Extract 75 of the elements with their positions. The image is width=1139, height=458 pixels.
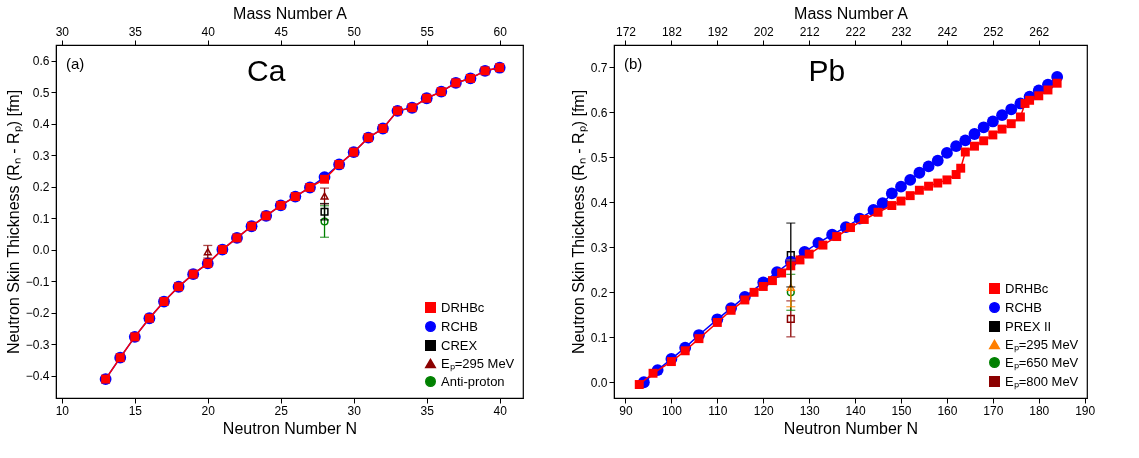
y-tick-label: −0.1 bbox=[25, 274, 50, 289]
legend-label: RCHB bbox=[1005, 299, 1042, 315]
x2-tick-label: 50 bbox=[347, 24, 362, 39]
x-tick-label: 20 bbox=[201, 403, 216, 418]
x2-tick-label: 262 bbox=[1029, 24, 1050, 39]
x-tick-label: 170 bbox=[983, 403, 1004, 418]
x-tick-label: 35 bbox=[420, 403, 435, 418]
y-tick-label: 0.3 bbox=[32, 148, 50, 163]
x2-tick-label: 222 bbox=[845, 24, 866, 39]
y-tick-label: 0.2 bbox=[590, 285, 608, 300]
y-tick-label: 0.0 bbox=[32, 243, 50, 258]
legend-label: DRHBc bbox=[441, 299, 485, 315]
x-tick-label: 190 bbox=[1075, 403, 1096, 418]
y-axis-title: Neutron Skin Thickness (Rₙ - Rₚ) [fm] bbox=[4, 89, 23, 355]
y-tick-label: 0.3 bbox=[590, 240, 608, 255]
y-tick-label: −0.4 bbox=[25, 369, 50, 384]
chart-title: Pb bbox=[808, 54, 846, 87]
x2-tick-label: 60 bbox=[493, 24, 508, 39]
x-axis-title: Neutron Number N bbox=[222, 419, 358, 437]
x-tick-label: 120 bbox=[753, 403, 775, 418]
x-tick-label: 10 bbox=[55, 403, 70, 418]
x2-tick-label: 55 bbox=[420, 24, 435, 39]
y-tick-label: 0.5 bbox=[590, 150, 608, 165]
x2-tick-label: 35 bbox=[128, 24, 143, 39]
legend-label: Eₚ=295 MeV bbox=[441, 355, 515, 372]
y-tick-label: 0.7 bbox=[590, 60, 608, 75]
y-tick-label: 0.6 bbox=[32, 54, 50, 69]
x-tick-label: 140 bbox=[845, 403, 866, 418]
x-axis-title: Neutron Number N bbox=[783, 419, 919, 437]
x2-axis-title: Mass Number A bbox=[233, 4, 348, 22]
x-tick-label: 100 bbox=[661, 403, 683, 418]
x-tick-label: 180 bbox=[1029, 403, 1050, 418]
legend-label: CREX bbox=[441, 337, 478, 353]
x2-tick-label: 232 bbox=[891, 24, 912, 39]
y-tick-label: 0.6 bbox=[590, 105, 608, 120]
x2-tick-label: 40 bbox=[201, 24, 216, 39]
legend-label: Eₚ=295 MeV bbox=[1005, 336, 1079, 353]
annotation: (a) bbox=[66, 55, 85, 72]
x-tick-label: 90 bbox=[619, 403, 633, 418]
y-axis-title: Neutron Skin Thickness (Rₙ - Rₚ) [fm] bbox=[569, 89, 588, 355]
x2-tick-label: 202 bbox=[753, 24, 775, 39]
x2-tick-label: 30 bbox=[55, 24, 70, 39]
annotation: (b) bbox=[624, 55, 643, 72]
y-tick-label: 0.1 bbox=[590, 330, 608, 345]
legend-label: PREX II bbox=[1005, 318, 1052, 334]
y-tick-label: 0.4 bbox=[590, 195, 608, 210]
x-tick-label: 160 bbox=[937, 403, 958, 418]
x2-tick-label: 252 bbox=[983, 24, 1004, 39]
x-tick-label: 130 bbox=[799, 403, 820, 418]
y-tick-label: 0.5 bbox=[32, 85, 50, 100]
x2-tick-label: 172 bbox=[615, 24, 637, 39]
x-tick-label: 30 bbox=[347, 403, 362, 418]
x-tick-label: 150 bbox=[891, 403, 912, 418]
x-tick-label: 25 bbox=[274, 403, 289, 418]
legend-label: Eₚ=650 MeV bbox=[1005, 354, 1079, 371]
legend-label: RCHB bbox=[441, 318, 478, 334]
y-tick-label: −0.3 bbox=[25, 337, 50, 352]
legend-label: DRHBc bbox=[1005, 280, 1049, 296]
y-tick-label: 0.4 bbox=[32, 117, 50, 132]
y-tick-label: −0.2 bbox=[25, 306, 50, 321]
y-tick-label: 0.0 bbox=[590, 375, 608, 390]
x2-tick-label: 45 bbox=[274, 24, 289, 39]
x2-tick-label: 192 bbox=[707, 24, 729, 39]
x2-axis-title: Mass Number A bbox=[794, 4, 909, 22]
x-tick-label: 15 bbox=[128, 403, 143, 418]
x-tick-label: 110 bbox=[708, 403, 728, 418]
x-tick-label: 40 bbox=[493, 403, 508, 418]
y-tick-label: 0.2 bbox=[32, 180, 50, 195]
x2-tick-label: 212 bbox=[799, 24, 820, 39]
x2-tick-label: 182 bbox=[661, 24, 683, 39]
x2-tick-label: 242 bbox=[937, 24, 958, 39]
y-tick-label: 0.1 bbox=[32, 211, 50, 226]
chart-title: Ca bbox=[246, 54, 286, 87]
legend-label: Anti-proton bbox=[441, 373, 505, 389]
legend-label: Eₚ=800 MeV bbox=[1005, 373, 1079, 390]
